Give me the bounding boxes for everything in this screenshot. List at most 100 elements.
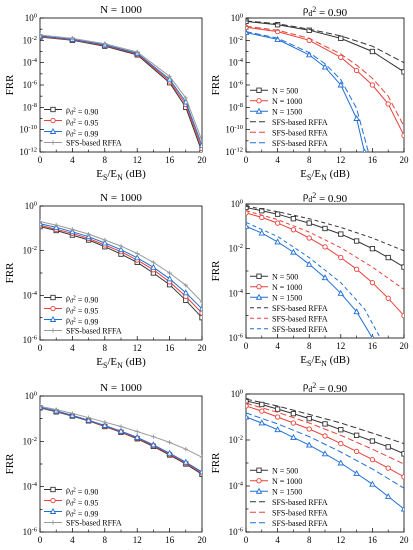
- series-line-6: [246, 31, 369, 152]
- y-tick-label: 10-4: [23, 57, 38, 67]
- y-tick-label: 10-2: [229, 243, 243, 253]
- data-point: [322, 421, 328, 427]
- data-point: [353, 308, 360, 315]
- y-axis-label: FRR: [4, 453, 16, 474]
- data-point: [135, 49, 140, 55]
- x-tick-label: 16: [368, 341, 378, 351]
- x-tick-label: 8: [103, 155, 108, 165]
- y-axis-label: FRR: [4, 262, 16, 283]
- y-axis-label: FRR: [4, 74, 16, 95]
- series-line-1: [246, 400, 404, 455]
- x-tick-label: 16: [165, 535, 175, 545]
- series-line-4: [246, 20, 404, 64]
- series-line-4: [246, 205, 404, 252]
- legend-marker: [50, 486, 56, 493]
- series-group: [246, 398, 404, 512]
- legend-label: N = 1000: [272, 477, 302, 486]
- data-point: [322, 433, 328, 439]
- data-point: [401, 474, 404, 480]
- series-line-4: [40, 221, 202, 303]
- series-line-3: [40, 223, 202, 310]
- legend-label: SFS-based RFFA: [272, 118, 328, 127]
- x-tick-label: 20: [198, 535, 208, 545]
- data-point: [118, 424, 124, 429]
- data-point: [102, 419, 107, 425]
- data-point: [338, 427, 344, 433]
- chart-title: N = 1000: [100, 4, 142, 16]
- data-point: [198, 141, 202, 148]
- x-tick-label: 0: [38, 155, 43, 165]
- legend-label: ρd2 = 0.99: [66, 508, 98, 519]
- x-tick-label: 20: [400, 155, 410, 165]
- data-point: [133, 254, 141, 261]
- data-point: [274, 22, 281, 28]
- series-line-2: [246, 26, 404, 136]
- data-point: [338, 231, 344, 237]
- y-axis-label: FRR: [210, 260, 222, 281]
- data-point: [274, 426, 281, 433]
- legend-label: ρd2 = 0.90: [66, 106, 98, 117]
- data-point: [274, 406, 281, 412]
- legend-marker: [256, 87, 262, 93]
- x-tick-label: 0: [244, 155, 249, 165]
- data-point: [102, 237, 107, 243]
- chart-panel-4: 10-6 10-4 10-2 100 0 4 8 12 16 20 ρd2 = 0.90 ES/EN …: [210, 190, 409, 368]
- data-point: [258, 229, 266, 236]
- data-point: [151, 260, 156, 265]
- x-axis-label: ES/EN (dB): [96, 548, 146, 550]
- legend-label: N = 500: [272, 86, 298, 95]
- x-axis-label: ES/EN (dB): [96, 168, 146, 182]
- data-point: [166, 75, 173, 82]
- series-line-6: [246, 221, 381, 338]
- series-line-5: [246, 402, 404, 465]
- x-tick-label: 8: [307, 341, 312, 351]
- data-point: [290, 420, 297, 426]
- x-tick-label: 4: [275, 155, 280, 165]
- data-point: [353, 114, 360, 121]
- legend-label: SFS-based RFFA: [272, 498, 328, 507]
- legend-label: N = 1000: [272, 97, 302, 106]
- y-tick-label: 100: [231, 199, 243, 209]
- x-tick-label: 20: [198, 155, 208, 165]
- x-tick-label: 16: [165, 155, 175, 165]
- legend-label: ρd2 = 0.90: [66, 294, 98, 305]
- x-tick-label: 8: [307, 535, 312, 545]
- data-point: [70, 227, 75, 232]
- legend-label: SFS-based RFFA: [272, 325, 328, 334]
- x-axis-label: ES/EN (dB): [300, 548, 350, 550]
- y-tick-label: 10-10: [19, 124, 37, 134]
- legend-label: N = 1500: [272, 107, 302, 116]
- x-tick-label: 4: [70, 343, 75, 353]
- legend-marker: [49, 127, 57, 134]
- data-point: [369, 280, 376, 286]
- legend-label: N = 500: [272, 272, 298, 281]
- y-tick-label: 100: [25, 391, 37, 401]
- data-point: [290, 227, 297, 233]
- chart-panel-5: 10-6 10-4 10-2 100 0 4 8 12 16 20 N = 1000 ES/EN (d…: [4, 382, 207, 550]
- x-axis-label: ES/EN (dB): [300, 354, 350, 368]
- data-point: [101, 239, 109, 246]
- y-tick-label: 10-2: [229, 35, 243, 45]
- data-point: [166, 275, 173, 282]
- legend-label: SFS-based RFFA: [272, 519, 328, 528]
- chart-panel-3: 10-6 10-4 10-2 100 0 4 8 12 16 20 N = 1000 ES/EN (d…: [4, 192, 207, 370]
- legend-marker: [255, 107, 263, 114]
- x-tick-label: 12: [133, 343, 142, 353]
- y-tick-label: 100: [25, 201, 37, 211]
- data-point: [135, 429, 140, 434]
- x-axis: 0 4 8 12 16 20: [38, 528, 207, 545]
- series-group: [40, 403, 202, 477]
- x-tick-label: 20: [198, 343, 208, 353]
- data-point: [385, 444, 391, 450]
- y-tick-label: 10-6: [23, 335, 38, 345]
- data-point: [338, 54, 344, 60]
- x-tick-label: 4: [70, 155, 75, 165]
- data-point: [70, 411, 75, 416]
- data-point: [305, 51, 313, 58]
- x-tick-label: 0: [38, 535, 43, 545]
- chart-panel-6: 10-6 10-4 10-2 100 0 4 8 12 16 20 ρd2 = 0.90 ES/EN …: [210, 380, 409, 550]
- series-line-5: [246, 210, 404, 290]
- data-point: [246, 403, 249, 409]
